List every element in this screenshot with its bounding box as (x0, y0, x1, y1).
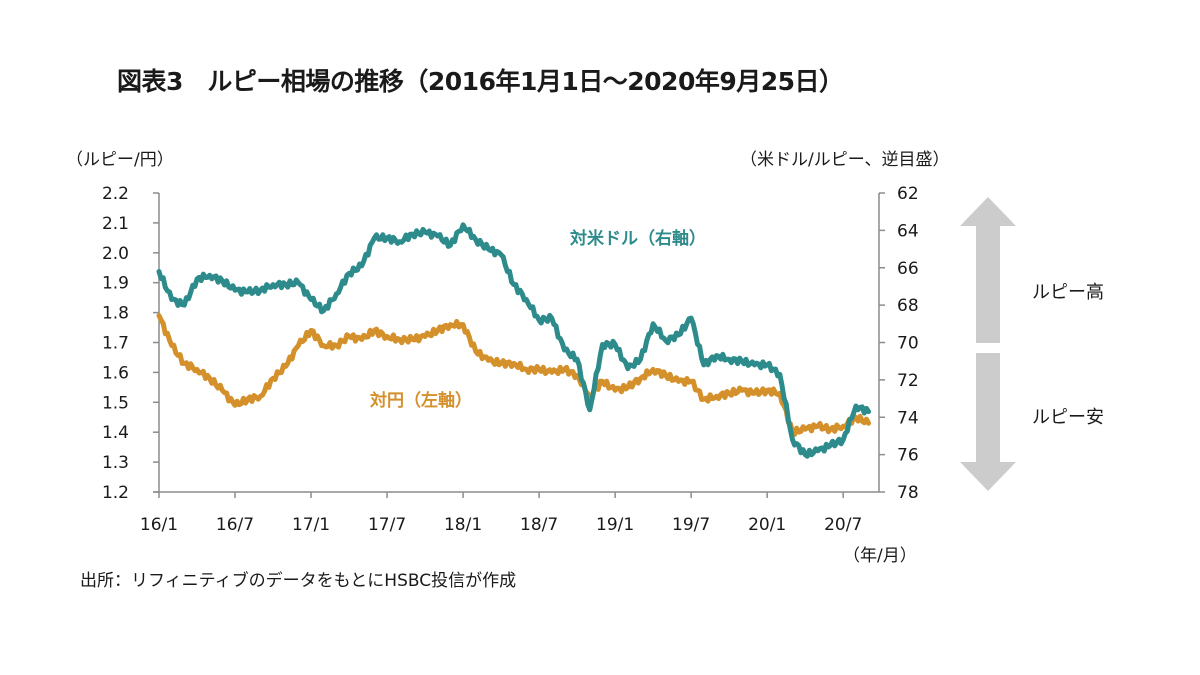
left-tick-label: 1.3 (102, 453, 129, 473)
left-tick-label: 2.2 (102, 184, 129, 204)
left-tick-label: 2.1 (102, 214, 129, 234)
left-tick-label: 1.7 (102, 334, 129, 354)
x-tick-label: 16/7 (216, 515, 254, 535)
series-lines (156, 222, 871, 459)
right-tick-label: 70 (897, 334, 919, 354)
right-axis-label: （米ドル/ルピー、逆目盛） (740, 150, 950, 170)
x-axis-ticks: 16/1 16/7 17/1 17/7 18/1 18/7 19/1 19/7 20/1 20/7 (140, 492, 862, 535)
x-tick-label: 20/1 (748, 515, 786, 535)
series-line-jpy (156, 313, 871, 437)
left-tick-label: 1.4 (102, 423, 129, 443)
arrow-down-icon (960, 353, 1016, 491)
right-tick-label: 64 (897, 221, 919, 241)
x-tick-label: 17/7 (368, 515, 406, 535)
x-tick-label: 19/1 (596, 515, 634, 535)
right-tick-label: 72 (897, 371, 919, 391)
rupee-up-label: ルピー高 (1032, 282, 1104, 303)
rupee-down-label: ルピー安 (1032, 407, 1104, 428)
left-tick-label: 2.0 (102, 244, 129, 264)
left-tick-label: 1.9 (102, 274, 129, 294)
left-axis-label: （ルピー/円） (66, 150, 174, 170)
x-tick-label: 16/1 (140, 515, 178, 535)
x-tick-label: 19/7 (672, 515, 710, 535)
left-axis-ticks: 2.2 2.1 2.0 1.9 1.8 1.7 1.6 1.5 1.4 1.3 1.2 (102, 184, 159, 503)
left-tick-label: 1.2 (102, 483, 129, 503)
right-axis-ticks: 62 64 66 68 70 72 74 76 78 (879, 184, 919, 503)
axes (153, 193, 880, 493)
left-tick-label: 1.5 (102, 393, 129, 413)
left-tick-label: 1.6 (102, 363, 129, 383)
x-tick-label: 18/7 (520, 515, 558, 535)
series-label-jpy: 対円（左軸） (369, 390, 472, 411)
right-tick-label: 66 (897, 259, 919, 279)
right-tick-label: 68 (897, 296, 919, 316)
right-tick-label: 62 (897, 184, 919, 204)
series-line-usd (156, 222, 871, 459)
right-tick-label: 76 (897, 446, 919, 466)
right-tick-label: 78 (897, 483, 919, 503)
source-note: 出所：リフィニティブのデータをもとにHSBC投信が作成 (80, 571, 517, 591)
x-tick-label: 18/1 (444, 515, 482, 535)
arrow-up-icon (960, 197, 1016, 343)
direction-arrows (960, 197, 1016, 491)
x-tick-label: 17/1 (292, 515, 330, 535)
series-label-usd: 対米ドル（右軸） (569, 228, 706, 249)
right-tick-label: 74 (897, 408, 919, 428)
x-axis-label: （年/月） (843, 546, 917, 566)
left-tick-label: 1.8 (102, 304, 129, 324)
chart-title: 図表3 ルピー相場の推移（2016年1月1日～2020年9月25日） (117, 67, 844, 96)
x-tick-label: 20/7 (824, 515, 862, 535)
